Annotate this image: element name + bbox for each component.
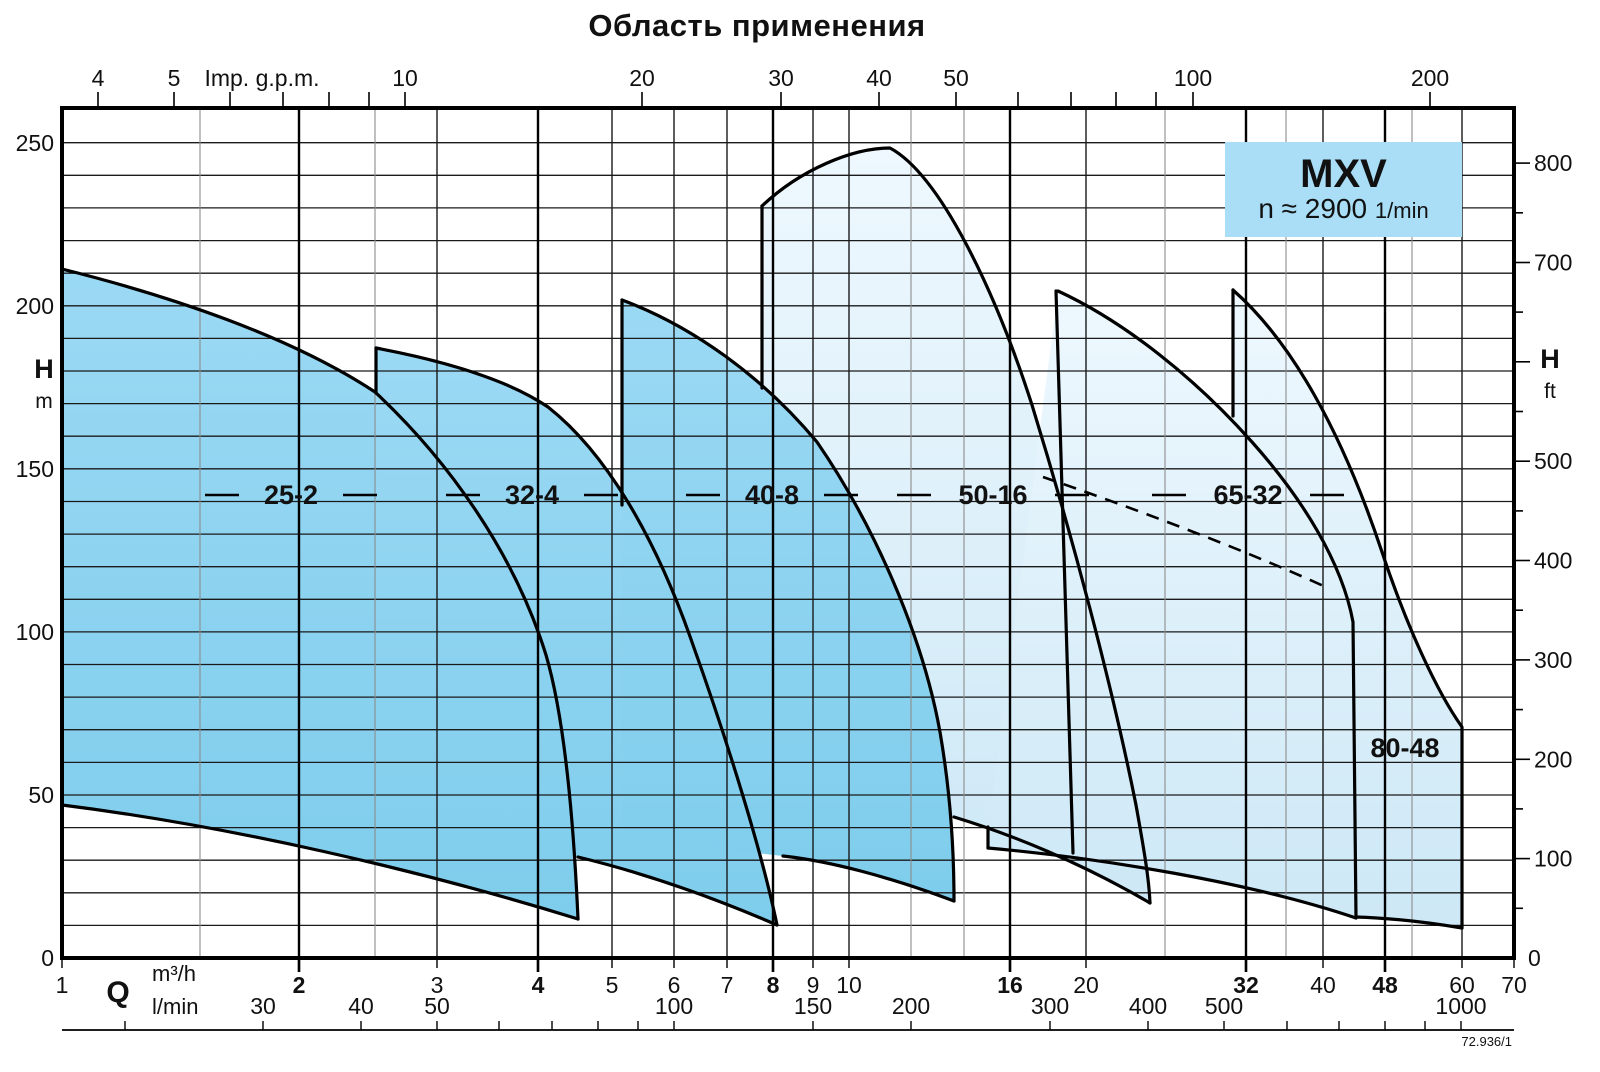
region-outline-25-2 [60, 267, 580, 921]
top-axis-label: 100 [1174, 65, 1212, 91]
gridlines [62, 108, 1514, 972]
lmin-label: 300 [1031, 993, 1069, 1019]
bottom-axis-label: 60 [1449, 972, 1475, 998]
right-axis-label: 300 [1534, 647, 1572, 673]
top-axis-label: 20 [629, 65, 655, 91]
region-outline-65-32 [1056, 289, 1358, 920]
region-label-32-4: 32-4 [505, 480, 559, 510]
bottom-axis-label: 7 [721, 972, 734, 998]
lmin-label: 40 [348, 993, 374, 1019]
region-outline-65-32 [986, 846, 1358, 920]
region-label-25-2: 25-2 [264, 480, 318, 510]
top-axis-label: 4 [92, 65, 105, 91]
region-outline-40-8 [781, 854, 956, 903]
left-axis-label: 250 [16, 130, 54, 156]
left-axis-title: H [34, 354, 54, 384]
lmin-label: 150 [794, 993, 832, 1019]
right-axis-label: 500 [1534, 448, 1572, 474]
right-axis-zero-label: 0 [1528, 945, 1541, 971]
bottom-axis-label: 3 [431, 972, 444, 998]
left-axis-label: 50 [28, 782, 54, 808]
region-label-40-8: 40-8 [745, 480, 799, 510]
legend-speed-unit: 1/min [1374, 198, 1429, 224]
flow-symbol-label: Q [106, 976, 129, 1009]
lmin-label: 500 [1205, 993, 1243, 1019]
lmin-label: 50 [424, 993, 450, 1019]
dashed-boundary-line [1042, 475, 1329, 590]
region-outline-50-16 [760, 146, 1152, 905]
lmin-label: 200 [892, 993, 930, 1019]
bottom-axis-label: 32 [1233, 972, 1259, 998]
right-axis-label: 700 [1534, 250, 1572, 276]
region-outline-32-4 [374, 346, 779, 927]
left-axis-label: 200 [16, 293, 54, 319]
lmin-unit-label: l/min [152, 994, 198, 1019]
right-axis-label: 400 [1534, 548, 1572, 574]
plot-border [60, 106, 1516, 960]
bottom-axis-label: 40 [1310, 972, 1336, 998]
legend-box: MXV n ≈ 2900 1/min [1225, 142, 1462, 237]
region-outlines [60, 146, 1464, 930]
bottom-axis-label: 48 [1372, 972, 1398, 998]
legend-model-label: MXV [1300, 152, 1387, 197]
left-axis-unit: m [35, 390, 53, 413]
bottom-axis-label: 16 [997, 972, 1023, 998]
top-axis-label: 200 [1411, 65, 1449, 91]
bottom-axis-label: 5 [606, 972, 619, 998]
top-axis-label: 5 [168, 65, 181, 91]
lmin-label: 100 [655, 993, 693, 1019]
right-axis-title: H [1540, 344, 1560, 374]
region-outline-65-32 [1054, 289, 1075, 855]
right-axis-label: 100 [1534, 846, 1572, 872]
lmin-label: 30 [250, 993, 276, 1019]
top-axis-label: 10 [392, 65, 418, 91]
region-fill-80-48 [1233, 290, 1462, 928]
region-label-50-16: 50-16 [958, 480, 1027, 510]
bottom-axis-label: 6 [668, 972, 681, 998]
bottom-axis-label: 10 [836, 972, 862, 998]
bottom-axis-label: 1 [56, 972, 69, 998]
left-axis-label: 0 [41, 945, 54, 971]
bottom-axis-label: 4 [532, 972, 545, 998]
region-fill-40-8 [622, 300, 954, 901]
bottom-axis-label: 8 [767, 972, 780, 998]
top-axis-unit-label: Imp. g.p.m. [204, 65, 319, 91]
top-axis-label: 50 [943, 65, 969, 91]
region-outline-80-48 [1231, 288, 1464, 930]
top-axis-label: 30 [768, 65, 794, 91]
region-label-80-48: 80-48 [1370, 733, 1439, 763]
region-outline-80-48 [1354, 915, 1464, 930]
legend-speed-value: n ≈ 2900 [1258, 193, 1368, 225]
m3h-unit-label: m³/h [152, 961, 196, 986]
bottom-axis-label: 20 [1073, 972, 1099, 998]
right-axis-label: 800 [1534, 150, 1572, 176]
region-outline-32-4 [576, 855, 779, 927]
bottom-axis-label: 70 [1501, 972, 1527, 998]
page-title: Область применения [588, 8, 926, 43]
bottom-axis-label: 2 [293, 972, 306, 998]
left-axis-label: 150 [16, 456, 54, 482]
lmin-label: 1000 [1435, 993, 1486, 1019]
legend-speed-label: n ≈ 2900 1/min [1258, 193, 1429, 225]
lmin-label: 400 [1129, 993, 1167, 1019]
right-axis-label: 200 [1534, 746, 1572, 772]
drawing-number: 72.936/1 [1461, 1034, 1512, 1049]
region-fills [62, 148, 1462, 928]
region-label-65-32: 65-32 [1213, 480, 1282, 510]
region-outline-25-2 [60, 803, 580, 921]
region-outline-50-16 [952, 815, 1152, 905]
right-axis-unit: ft [1544, 380, 1556, 403]
region-outline-40-8 [620, 298, 956, 903]
left-axis-label: 100 [16, 619, 54, 645]
top-axis-label: 40 [866, 65, 892, 91]
bottom-axis-label: 9 [807, 972, 820, 998]
